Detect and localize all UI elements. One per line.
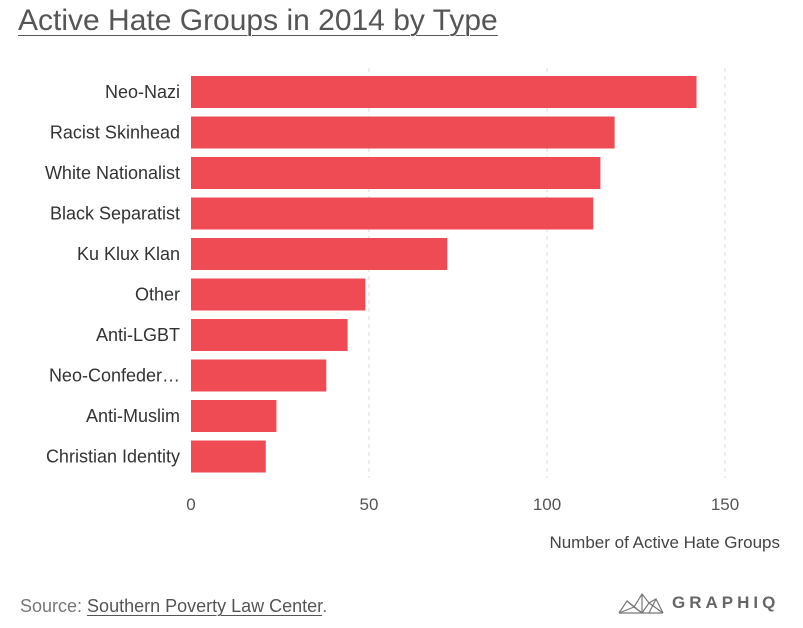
category-label: Anti-Muslim	[86, 406, 180, 426]
bar[interactable]	[191, 76, 697, 108]
category-label: White Nationalist	[45, 163, 180, 183]
x-axis-label: Number of Active Hate Groups	[549, 533, 780, 552]
bar[interactable]	[191, 116, 615, 149]
source-suffix: .	[322, 596, 328, 616]
category-label: Neo-Confeder…	[49, 366, 180, 386]
category-label: Black Separatist	[50, 204, 180, 224]
bar[interactable]	[191, 400, 277, 432]
graphiq-mesh-icon	[618, 592, 664, 614]
bar[interactable]	[191, 359, 327, 392]
source-note: Source: Southern Poverty Law Center.	[20, 596, 327, 617]
category-label: Christian Identity	[46, 447, 180, 467]
x-tick-label: 150	[711, 495, 739, 514]
bar-chart: Neo-Nazi Racist Skinhead White Nationalist…	[45, 68, 780, 552]
category-label: Racist Skinhead	[50, 123, 180, 143]
bars	[191, 76, 697, 473]
chart-title: Active Hate Groups in 2014 by Type	[18, 4, 498, 37]
source-prefix: Source:	[20, 596, 88, 616]
x-tick-label: 100	[533, 495, 561, 514]
category-label: Neo-Nazi	[105, 82, 180, 102]
bar[interactable]	[191, 278, 366, 311]
category-label: Anti-LGBT	[96, 325, 180, 345]
brand-name: GRAPHIQ	[672, 593, 780, 612]
source-link[interactable]: Southern Poverty Law Center	[87, 596, 323, 616]
bar[interactable]	[191, 319, 348, 351]
x-tick-label: 0	[186, 495, 195, 514]
category-label: Ku Klux Klan	[77, 244, 180, 264]
brand-logo[interactable]: GRAPHIQ	[618, 590, 779, 616]
bar[interactable]	[191, 440, 266, 473]
category-labels: Neo-Nazi Racist Skinhead White Nationalist…	[45, 82, 180, 467]
category-label: Other	[135, 285, 180, 305]
x-tick-labels: 0 50 100 150	[186, 495, 739, 514]
bar[interactable]	[191, 157, 601, 189]
bar[interactable]	[191, 238, 448, 270]
x-tick-label: 50	[360, 495, 379, 514]
bar[interactable]	[191, 197, 594, 230]
